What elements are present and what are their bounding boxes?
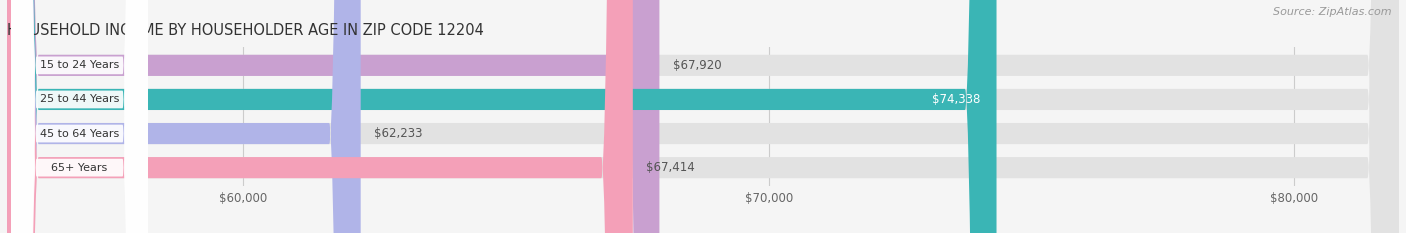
Text: $62,233: $62,233 xyxy=(374,127,422,140)
Text: $67,920: $67,920 xyxy=(672,59,721,72)
FancyBboxPatch shape xyxy=(7,0,1399,233)
Text: HOUSEHOLD INCOME BY HOUSEHOLDER AGE IN ZIP CODE 12204: HOUSEHOLD INCOME BY HOUSEHOLDER AGE IN Z… xyxy=(7,24,484,38)
FancyBboxPatch shape xyxy=(11,0,148,233)
FancyBboxPatch shape xyxy=(11,0,148,233)
FancyBboxPatch shape xyxy=(7,0,1399,233)
FancyBboxPatch shape xyxy=(7,0,361,233)
FancyBboxPatch shape xyxy=(7,0,633,233)
FancyBboxPatch shape xyxy=(11,0,148,233)
Text: Source: ZipAtlas.com: Source: ZipAtlas.com xyxy=(1274,7,1392,17)
Text: 15 to 24 Years: 15 to 24 Years xyxy=(39,60,120,70)
Text: $67,414: $67,414 xyxy=(645,161,695,174)
FancyBboxPatch shape xyxy=(7,0,659,233)
Text: $74,338: $74,338 xyxy=(932,93,981,106)
FancyBboxPatch shape xyxy=(7,0,997,233)
FancyBboxPatch shape xyxy=(7,0,1399,233)
Text: 25 to 44 Years: 25 to 44 Years xyxy=(39,94,120,104)
Text: 45 to 64 Years: 45 to 64 Years xyxy=(39,129,120,139)
FancyBboxPatch shape xyxy=(11,0,148,233)
FancyBboxPatch shape xyxy=(7,0,1399,233)
Text: 65+ Years: 65+ Years xyxy=(52,163,108,173)
